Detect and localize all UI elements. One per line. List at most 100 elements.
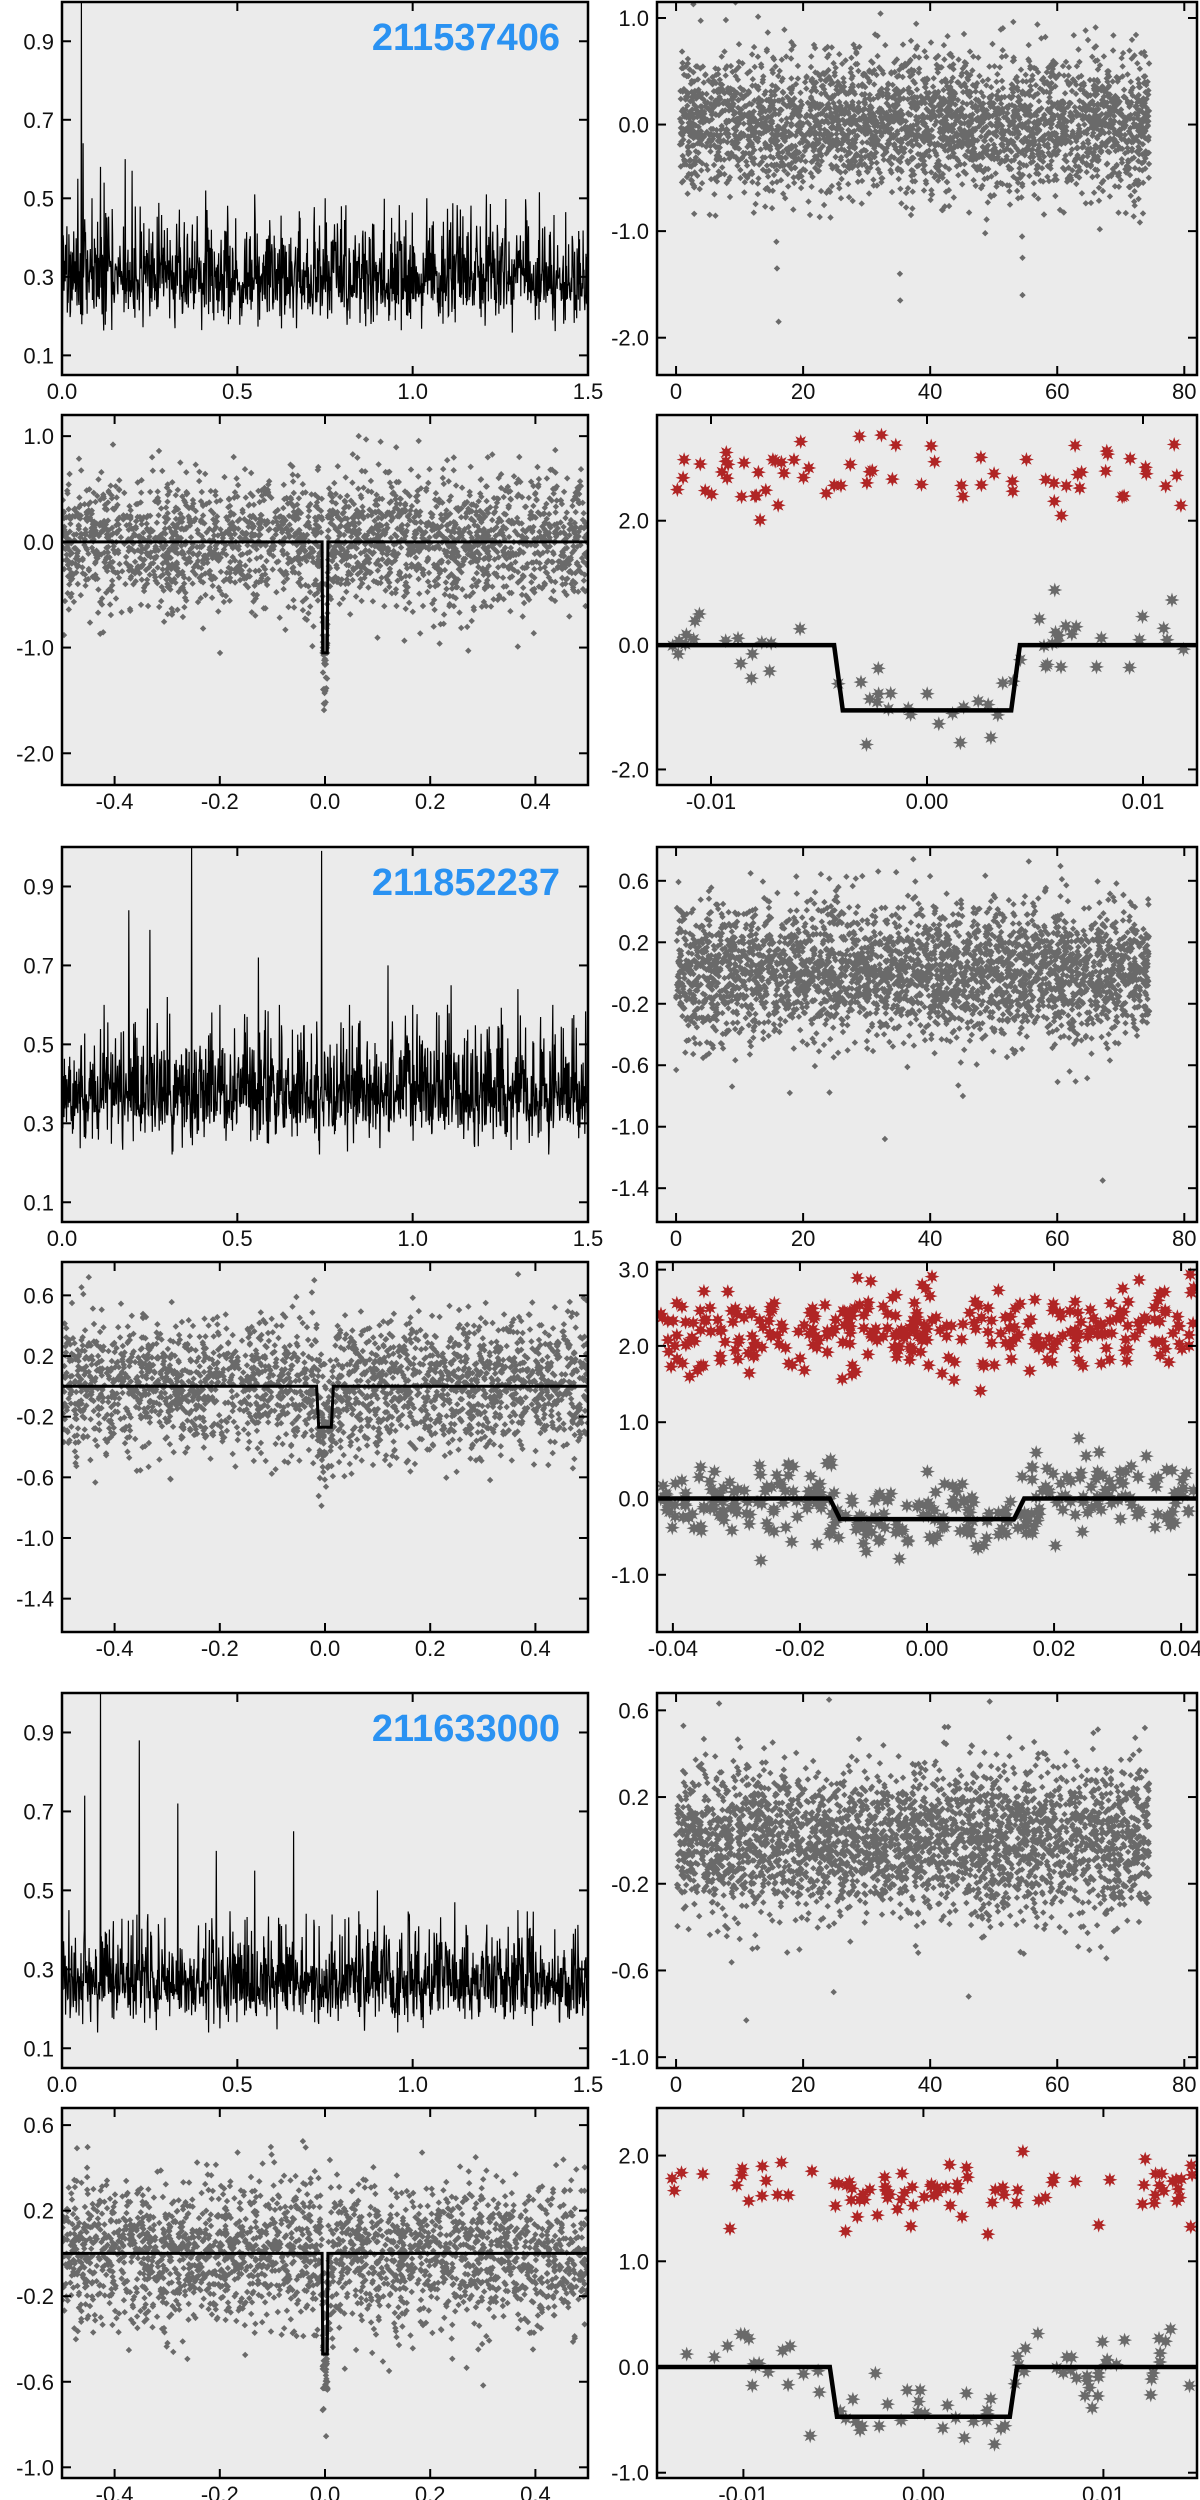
x-tick-label: 0.0 <box>47 2072 78 2097</box>
x-tick-label: 0.01 <box>1122 789 1165 814</box>
x-tick-label: 1.5 <box>573 2072 604 2097</box>
y-tick-label: 0.3 <box>23 265 54 290</box>
plot-area <box>657 2 1197 375</box>
x-tick-label: 0.2 <box>415 1636 446 1661</box>
x-tick-label: 40 <box>918 379 942 404</box>
y-tick-label: 1.0 <box>618 2249 649 2274</box>
x-tick-label: -0.4 <box>96 1636 134 1661</box>
y-tick-label: -1.0 <box>16 2455 54 2480</box>
x-tick-label: 0 <box>670 1226 682 1251</box>
y-tick-label: 0.2 <box>23 1344 54 1369</box>
y-tick-label: -1.4 <box>611 1176 649 1201</box>
x-tick-label: 0.0 <box>47 379 78 404</box>
chart-panel-p3: -0.4 -0.2 0.0 0.2 0.4 1.0 0.0 -1.0 -2.0 <box>16 413 590 814</box>
plot-area <box>62 415 588 785</box>
y-tick-label: 2.0 <box>618 1334 649 1359</box>
chart-panel-p2: 0 20 40 60 80 1.0 0.0 -1.0 -2.0 <box>611 0 1199 404</box>
plot-content <box>657 427 1197 752</box>
x-tick-label: 1.0 <box>397 2072 428 2097</box>
y-tick-label: -1.0 <box>16 636 54 661</box>
y-tick-label: 0.5 <box>23 1878 54 1903</box>
transit-model-line <box>657 642 1197 713</box>
x-tick-label: 0.0 <box>310 789 341 814</box>
chart-panel-p5: 0.0 0.5 1.0 1.5 0.1 0.3 0.5 0.7 0.9 211852237 <box>23 845 604 1251</box>
y-tick-label: 0.1 <box>23 2036 54 2061</box>
y-tick-label: -1.0 <box>16 1526 54 1551</box>
y-tick-label: 0.9 <box>23 874 54 899</box>
plot-content <box>676 2 1153 325</box>
plot-frame <box>655 845 1199 1224</box>
data-points-folded <box>62 2138 588 2440</box>
y-tick-label: 0.9 <box>23 29 54 54</box>
chart-panel-p6: 0 20 40 60 80 0.6 0.2 -0.2 -0.6 -1.0 -1.4 <box>611 845 1199 1251</box>
x-tick-label: 1.0 <box>397 1226 428 1251</box>
chart-panel-p7: -0.4 -0.2 0.0 0.2 0.4 0.6 0.2 -0.2 -0.6 -1.0 -1.4 <box>16 1260 590 1661</box>
y-tick-label: -0.2 <box>611 992 649 1017</box>
data-points-timeseries <box>673 856 1153 1184</box>
plot-content <box>62 2 588 333</box>
data-points-timeseries <box>676 2 1153 325</box>
x-tick-label: 1.5 <box>573 379 604 404</box>
y-tick-label: -1.0 <box>611 1563 649 1588</box>
x-tick-label: 20 <box>791 379 815 404</box>
x-tick-label: 0.2 <box>415 789 446 814</box>
secondary-points <box>664 2143 1197 2242</box>
x-tick-label: 40 <box>918 1226 942 1251</box>
star-id-title: 211537406 <box>372 17 560 59</box>
y-tick-label: 0.7 <box>23 953 54 978</box>
plot-frame <box>60 1691 590 2070</box>
plot-content <box>657 1267 1197 1568</box>
secondary-points <box>669 427 1189 528</box>
transit-model-line <box>657 2364 1197 2419</box>
x-tick-label: 1.0 <box>397 379 428 404</box>
y-tick-label: 2.0 <box>618 509 649 534</box>
x-tick-label: 0.00 <box>902 2482 945 2500</box>
x-tick-label: 0.5 <box>222 1226 253 1251</box>
plot-content <box>673 1696 1153 2024</box>
x-tick-label: 0 <box>670 379 682 404</box>
x-tick-label: -0.4 <box>96 2482 134 2500</box>
transit-points <box>665 582 1191 752</box>
x-tick-label: 80 <box>1172 1226 1196 1251</box>
y-tick-label: 1.0 <box>23 424 54 449</box>
y-tick-label: -1.4 <box>16 1587 54 1612</box>
y-tick-label: 0.9 <box>23 1720 54 1745</box>
y-tick-label: 0.6 <box>618 869 649 894</box>
y-tick-label: -0.2 <box>16 1405 54 1430</box>
chart-panel-p8: -0.04 -0.02 0.00 0.02 0.04 3.0 2.0 1.0 0.0 -1.0 <box>611 1258 1200 1661</box>
y-tick-label: 0.7 <box>23 108 54 133</box>
x-tick-label: 0.00 <box>906 1636 949 1661</box>
x-tick-label: 0.4 <box>520 2482 551 2500</box>
y-tick-label: 0.0 <box>618 1486 649 1511</box>
y-tick-label: 0.0 <box>618 2355 649 2380</box>
y-tick-label: 0.6 <box>23 1283 54 1308</box>
star-id-title: 211633000 <box>372 1708 560 1750</box>
x-tick-label: 0.0 <box>310 1636 341 1661</box>
y-tick-label: -0.6 <box>16 2370 54 2395</box>
y-tick-label: -2.0 <box>611 757 649 782</box>
star-id-title: 211852237 <box>372 862 560 904</box>
x-tick-label: -0.02 <box>775 1636 825 1661</box>
y-tick-label: 0.2 <box>618 930 649 955</box>
x-tick-label: 0.4 <box>520 1636 551 1661</box>
x-tick-label: 1.5 <box>573 1226 604 1251</box>
y-tick-label: -1.0 <box>611 2461 649 2486</box>
chart-panel-p12: -0.01 0.00 0.01 2.0 1.0 0.0 -1.0 <box>611 2106 1199 2500</box>
chart-panel-p4: -0.01 0.00 0.01 2.0 0.0 -2.0 <box>611 413 1199 814</box>
transit-points <box>679 2321 1197 2452</box>
x-tick-label: -0.04 <box>648 1636 698 1661</box>
x-tick-label: -0.2 <box>201 1636 239 1661</box>
data-points-folded <box>62 1271 588 1509</box>
chart-panel-p1: 0.0 0.5 1.0 1.5 0.1 0.3 0.5 0.7 0.9 211537406 <box>23 0 604 404</box>
x-tick-label: 0.0 <box>310 2482 341 2500</box>
data-points-timeseries <box>673 1696 1153 2024</box>
x-tick-label: -0.4 <box>96 789 134 814</box>
y-tick-label: 1.0 <box>618 6 649 31</box>
y-tick-label: -0.6 <box>16 1465 54 1490</box>
y-tick-label: -0.2 <box>611 1872 649 1897</box>
chart-panel-p9: 0.0 0.5 1.0 1.5 0.1 0.3 0.5 0.7 0.9 211633000 <box>23 1691 604 2097</box>
plot-content <box>62 1271 588 1509</box>
y-tick-label: -0.6 <box>611 1958 649 1983</box>
y-tick-label: 0.5 <box>23 186 54 211</box>
transit-model-line <box>657 1496 1197 1522</box>
